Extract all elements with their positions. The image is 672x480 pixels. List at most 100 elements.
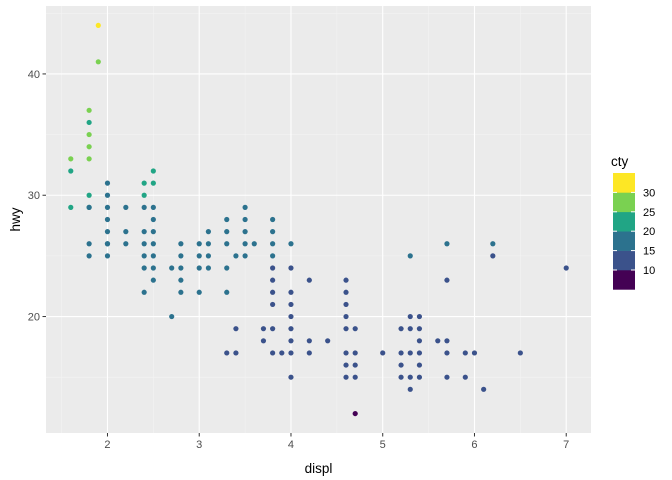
data-point bbox=[288, 265, 294, 271]
data-point bbox=[416, 350, 423, 356]
data-point bbox=[224, 350, 230, 356]
data-point bbox=[444, 374, 450, 380]
data-point bbox=[490, 241, 496, 247]
data-point bbox=[150, 168, 156, 174]
data-point bbox=[416, 313, 423, 320]
data-point bbox=[68, 204, 74, 210]
data-point bbox=[86, 107, 92, 113]
data-point bbox=[141, 253, 147, 259]
data-point bbox=[178, 253, 184, 259]
data-point bbox=[224, 229, 230, 235]
legend-swatch bbox=[613, 270, 635, 290]
data-point bbox=[279, 350, 285, 356]
data-point bbox=[150, 216, 156, 223]
data-point bbox=[343, 289, 349, 295]
data-point bbox=[150, 265, 156, 271]
legend-label: 15 bbox=[643, 246, 655, 258]
data-point bbox=[242, 216, 248, 223]
data-point bbox=[95, 59, 101, 65]
data-point bbox=[141, 204, 147, 210]
data-point bbox=[150, 204, 156, 210]
data-point bbox=[178, 289, 184, 295]
data-point bbox=[123, 229, 129, 235]
data-point bbox=[205, 253, 211, 259]
data-point bbox=[398, 362, 404, 368]
data-point bbox=[288, 374, 294, 380]
data-point bbox=[288, 350, 294, 356]
data-point bbox=[86, 119, 92, 126]
data-point bbox=[242, 204, 248, 210]
data-point bbox=[306, 350, 312, 356]
data-point bbox=[169, 265, 175, 271]
legend-label: 10 bbox=[643, 265, 655, 277]
points bbox=[68, 22, 569, 417]
data-point bbox=[444, 277, 450, 283]
legend: cty 10 15 20 25 30 bbox=[611, 154, 655, 290]
data-point bbox=[563, 265, 569, 271]
data-point bbox=[68, 168, 74, 174]
data-point bbox=[123, 241, 129, 247]
data-point bbox=[233, 350, 239, 356]
data-point bbox=[380, 350, 386, 356]
data-point bbox=[270, 229, 276, 235]
x-tick-label: 7 bbox=[563, 439, 569, 451]
data-point bbox=[270, 326, 276, 332]
x-tick-label: 4 bbox=[288, 439, 294, 451]
data-point bbox=[407, 386, 413, 392]
data-point bbox=[242, 241, 248, 247]
y-tick-label: 20 bbox=[28, 312, 40, 324]
data-point bbox=[416, 362, 423, 368]
data-point bbox=[352, 362, 358, 368]
data-point bbox=[260, 338, 267, 344]
data-point bbox=[141, 241, 147, 247]
data-point bbox=[178, 277, 184, 283]
data-point bbox=[104, 229, 111, 235]
data-point bbox=[150, 253, 156, 259]
x-tick-label: 6 bbox=[471, 439, 477, 451]
legend-label: 30 bbox=[643, 187, 655, 199]
data-point bbox=[462, 374, 468, 380]
data-point bbox=[288, 326, 294, 332]
legend-swatch bbox=[613, 250, 635, 271]
data-point bbox=[416, 338, 423, 344]
data-point bbox=[288, 313, 294, 320]
data-point bbox=[407, 374, 413, 380]
data-point bbox=[260, 326, 267, 332]
data-point bbox=[233, 326, 239, 332]
data-point bbox=[242, 229, 248, 235]
data-point bbox=[352, 410, 358, 417]
data-point bbox=[407, 313, 413, 320]
legend-swatch bbox=[613, 192, 635, 213]
data-point bbox=[86, 156, 92, 162]
data-point bbox=[178, 265, 184, 271]
data-point bbox=[343, 277, 349, 283]
x-tick-label: 2 bbox=[104, 439, 110, 451]
data-point bbox=[150, 180, 156, 186]
legend-swatch bbox=[613, 211, 635, 232]
data-point bbox=[343, 301, 349, 308]
data-point bbox=[343, 362, 349, 368]
data-point bbox=[352, 374, 358, 380]
y-axis-title: hwy bbox=[8, 207, 23, 231]
data-point bbox=[141, 229, 147, 235]
data-point bbox=[444, 338, 450, 344]
legend-label: 25 bbox=[643, 207, 655, 219]
data-point bbox=[270, 277, 276, 283]
legend-label: 20 bbox=[643, 226, 655, 238]
data-point bbox=[205, 241, 211, 247]
data-point bbox=[517, 350, 523, 356]
data-point bbox=[86, 131, 92, 138]
legend-swatch bbox=[613, 231, 635, 251]
data-point bbox=[104, 180, 111, 186]
data-point bbox=[141, 180, 147, 186]
y-tick-label: 40 bbox=[28, 69, 40, 81]
data-point bbox=[270, 265, 276, 271]
data-point bbox=[150, 229, 156, 235]
y-tick-label: 30 bbox=[28, 190, 40, 202]
grid bbox=[46, 6, 591, 433]
data-point bbox=[150, 277, 156, 283]
data-point bbox=[141, 192, 147, 198]
data-point bbox=[224, 265, 230, 271]
legend-swatch bbox=[613, 173, 635, 193]
